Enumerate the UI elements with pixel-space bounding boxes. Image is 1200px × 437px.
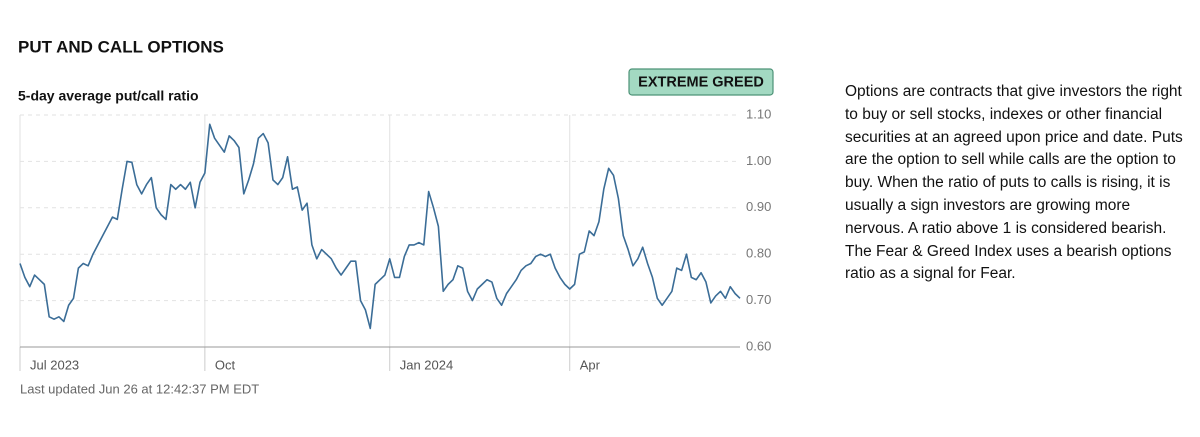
- badge-box: [628, 68, 774, 96]
- series-line: [19, 123, 741, 330]
- x-tick-label: Jul 2023: [30, 357, 79, 372]
- y-tick-label: 0.60: [746, 338, 771, 353]
- y-tick-label: 1.10: [746, 106, 771, 121]
- x-tick-label: Apr: [580, 357, 601, 372]
- x-tick-label: Jan 2024: [400, 357, 454, 372]
- y-tick-label: 0.90: [746, 199, 771, 214]
- y-tick-label: 0.70: [746, 292, 771, 307]
- footer: Last updated Jun 26 at 12:42:37 PM EDT: [20, 381, 259, 396]
- y-tick-label: 1.00: [746, 153, 771, 168]
- section-title: PUT AND CALL OPTIONS: [18, 37, 224, 56]
- badge: EXTREME GREED: [638, 74, 764, 90]
- description: Options are contracts that give investor…: [845, 83, 1183, 283]
- x-tick-label: Oct: [215, 357, 236, 372]
- y-tick-label: 0.80: [746, 246, 771, 261]
- chart-title: 5-day average put/call ratio: [18, 88, 199, 104]
